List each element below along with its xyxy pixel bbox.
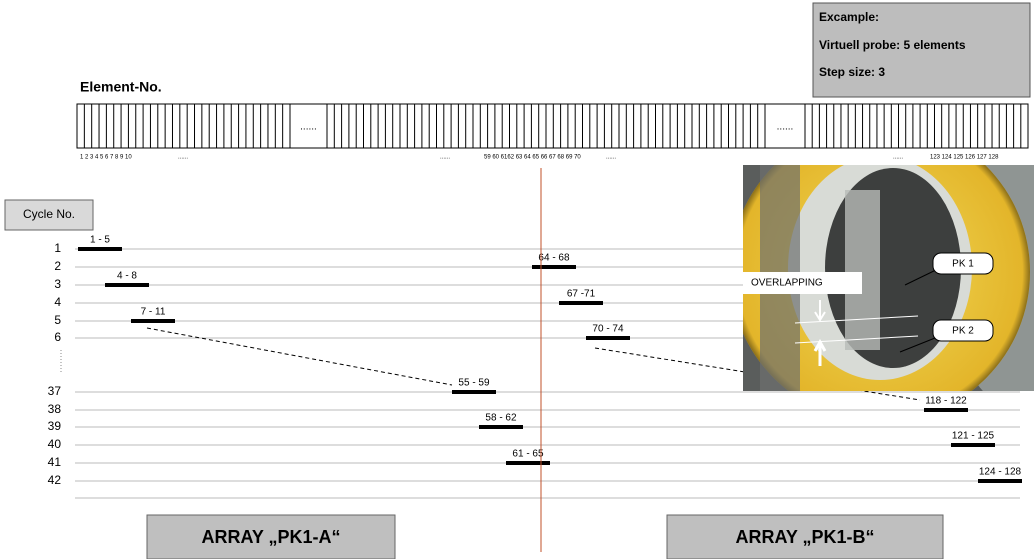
bar-label: 1 - 5 [90,235,110,246]
bar-label: 121 - 125 [952,431,995,442]
array-box [666,514,944,559]
overlap-box [743,272,862,294]
array-box [146,514,396,559]
cycle-label: 38 [48,402,62,416]
pk2-box [932,319,994,342]
marker-line [794,315,919,324]
element-bar [105,283,149,287]
cycle-label: 40 [48,437,62,451]
pk2-label: PK 2 [952,326,974,337]
bar-label: 70 - 74 [592,324,624,335]
pk1-label: PK 1 [952,259,974,270]
bar-label: 118 - 122 [925,396,967,407]
cycle-label: 5 [54,313,61,327]
element-bar [131,319,175,323]
element-bar [78,247,122,251]
array-label: ARRAY „PK1-A“ [201,527,340,547]
overlap-label: OVERLAPPING [751,278,823,289]
example-probe: Virtuell probe: 5 elements [819,38,966,52]
bar-label: 124 - 128 [979,467,1022,478]
bar-label: 4 - 8 [117,271,137,282]
element-bar [978,479,1022,483]
element-bar [452,390,496,394]
bar-label: 7 - 11 [141,307,166,318]
element-bar [559,301,603,305]
element-bar [586,336,630,340]
element-numbers: 1 2 3 4 5 6 7 8 9 10 [80,155,132,161]
bar-label: 55 - 59 [458,378,490,389]
element-gap: ...... [300,122,317,133]
element-bar [479,425,523,429]
bar-label: 67 -71 [567,289,596,300]
bar-label: 64 - 68 [538,253,570,264]
example-title: Excample: [819,10,879,24]
element-bar [924,408,968,412]
bar-label: 61 - 65 [512,449,544,460]
element-numbers: 123 124 125 126 127 128 [930,155,999,161]
cycle-label: 39 [48,419,62,433]
cycle-label: 37 [48,384,62,398]
element-numbers: ...... [440,155,450,161]
element-header: Element-No. [80,79,162,95]
element-numbers: ...... [178,155,188,161]
cycle-label: 41 [48,455,62,469]
callout-line [899,335,941,353]
example-step: Step size: 3 [819,65,885,79]
cycle-label: 3 [54,277,61,291]
arrow [813,338,827,366]
bars: 1 - 5 64 - 68 4 - 8 67 -71 7 - 11 70 - 74 55 -… [78,235,1022,483]
marker-line [794,335,919,344]
element-numbers: 59 60 6162 63 64 65 66 67 68 69 70 [484,155,581,161]
element-bar [951,443,995,447]
cycle-header-box [4,199,94,231]
cycle-label: 2 [54,259,61,273]
element-bar [506,461,550,465]
arrow [814,300,826,322]
bar-label: 58 - 62 [485,413,517,424]
cycle-label: 6 [54,330,61,344]
element-numbers: ...... [893,155,903,161]
pk1-box [932,252,994,275]
example-box [812,2,1031,98]
element-bar [532,265,576,269]
cycle-header: Cycle No. [23,207,75,221]
array-label: ARRAY „PK1-B“ [735,527,874,547]
cycle-label: 1 [54,241,61,255]
dashed-link [146,327,453,386]
cycle-label: 4 [54,295,61,309]
element-numbers: ...... [606,155,616,161]
cycle-label: 42 [48,473,62,487]
element-strip: ...... ...... 1 2 3 4 5 6 7 8 9 10........… [76,103,1029,161]
element-gap: ...... [777,122,794,133]
strip-frame [76,103,1029,149]
